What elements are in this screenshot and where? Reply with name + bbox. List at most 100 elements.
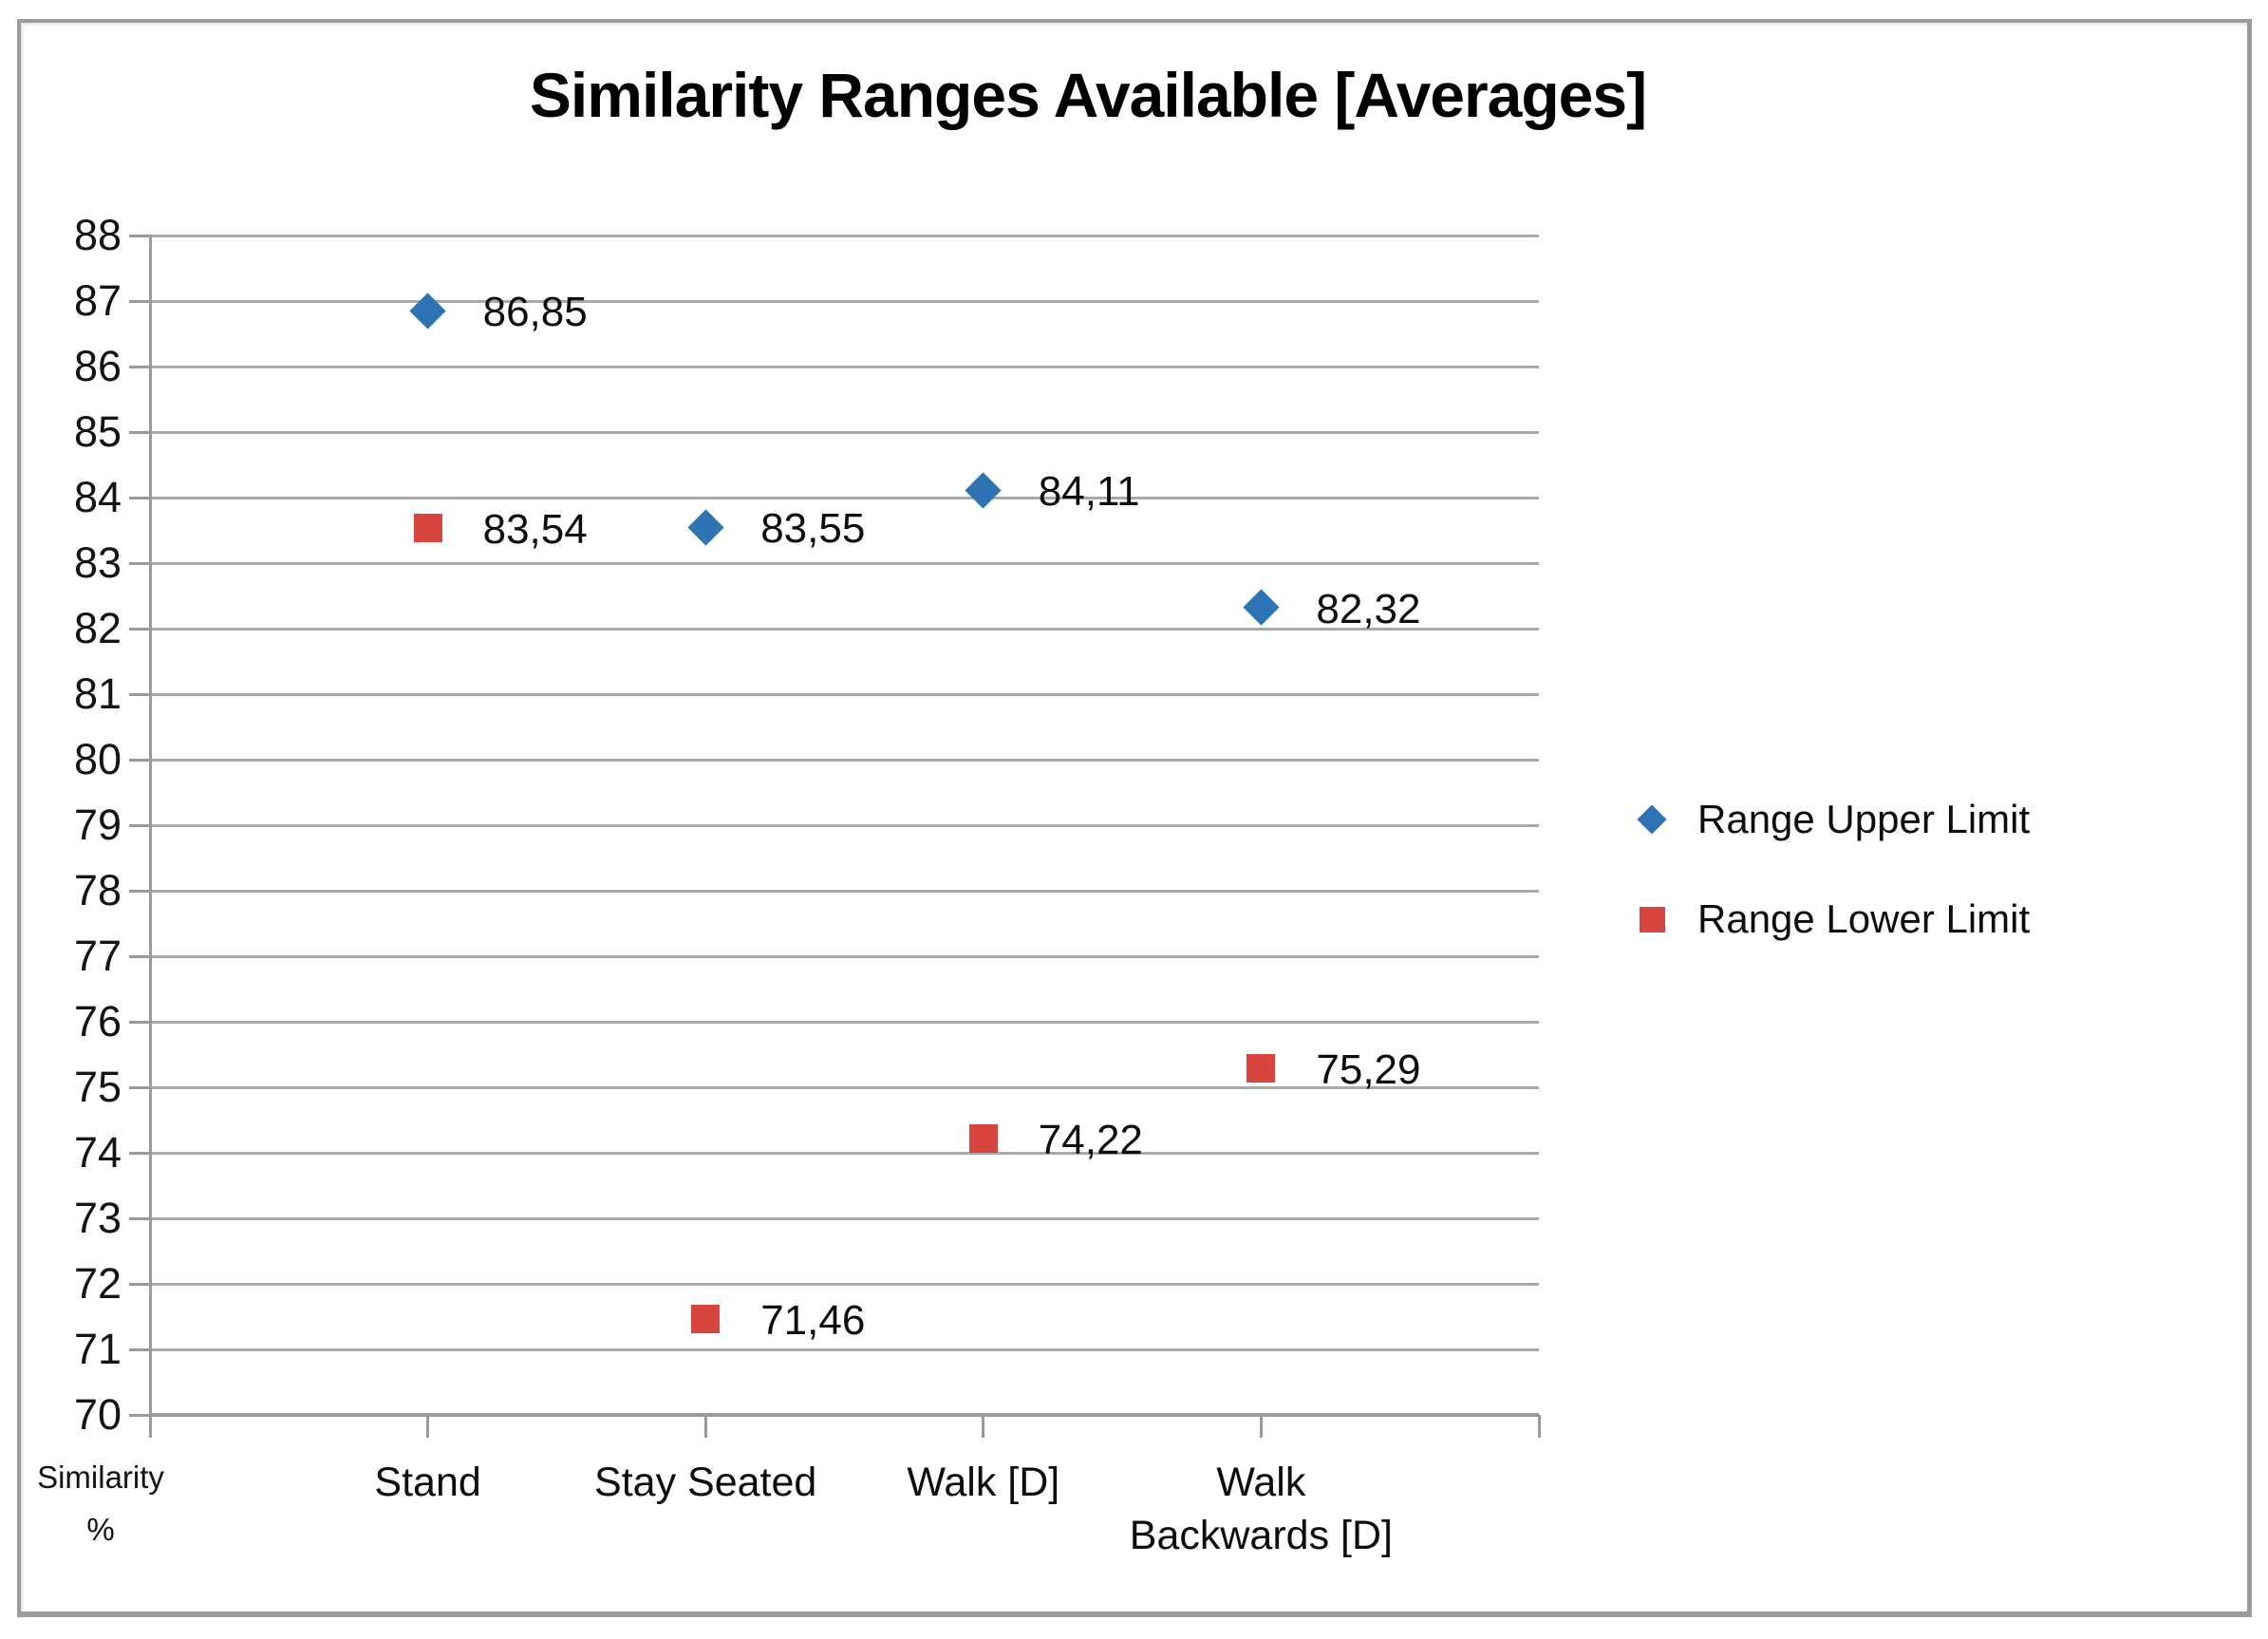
square-marker xyxy=(413,513,442,542)
y-axis-tick xyxy=(129,823,150,827)
square-marker xyxy=(691,1305,721,1334)
gridline xyxy=(150,954,1539,958)
legend-upper-marker-box xyxy=(1635,802,1669,837)
y-axis-tick xyxy=(129,1216,150,1220)
y-tick-label: 85 xyxy=(73,407,122,456)
gridline xyxy=(150,1151,1539,1155)
gridline xyxy=(150,1347,1539,1351)
y-tick-label: 86 xyxy=(73,342,122,390)
y-axis-tick xyxy=(129,692,150,696)
x-category-label: Stand xyxy=(267,1456,590,1509)
legend-item-lower: Range Lower Limit xyxy=(1635,890,2030,949)
square-marker xyxy=(1246,1053,1276,1083)
gridline xyxy=(150,561,1539,565)
x-axis-tick xyxy=(1537,1415,1541,1438)
gridline xyxy=(150,692,1539,696)
gridline xyxy=(150,823,1539,827)
y-axis-tick xyxy=(129,1413,150,1417)
y-axis-tick xyxy=(129,234,150,237)
square-icon xyxy=(1639,906,1665,933)
y-axis-tick xyxy=(129,1282,150,1286)
y-tick-label: 70 xyxy=(73,1390,122,1439)
y-axis-tick xyxy=(129,1347,150,1351)
data-point-label: 84,11 xyxy=(1038,468,1140,516)
x-axis-tick xyxy=(982,1415,985,1438)
y-tick-label: 80 xyxy=(73,735,122,783)
y-axis-tick xyxy=(129,299,150,303)
data-point-label: 83,55 xyxy=(760,505,866,553)
y-axis-tick xyxy=(129,496,150,499)
gridline xyxy=(150,1020,1539,1024)
y-tick-label: 78 xyxy=(73,866,122,914)
x-category-label-line: Walk xyxy=(1216,1460,1306,1505)
gridline xyxy=(150,627,1539,631)
diamond-marker xyxy=(409,292,446,330)
x-axis-tick xyxy=(703,1415,707,1438)
y-axis-tick xyxy=(129,954,150,958)
y-axis-tick xyxy=(129,889,150,893)
chart-title: Similarity Ranges Available [Averages] xyxy=(529,60,1647,130)
y-tick-label: 82 xyxy=(73,604,122,652)
y-axis-title: Similarity % xyxy=(15,1451,186,1555)
y-tick-label: 83 xyxy=(73,538,122,587)
x-category-label: Walk [D] xyxy=(822,1456,1145,1509)
legend-lower-marker-box xyxy=(1635,902,1669,936)
x-category-label-line: Walk [D] xyxy=(907,1460,1060,1505)
gridline xyxy=(150,1282,1539,1286)
x-axis-tick xyxy=(426,1415,430,1438)
y-tick-label: 84 xyxy=(73,473,122,521)
x-axis-line xyxy=(150,1413,1539,1417)
square-marker xyxy=(968,1123,998,1153)
gridline xyxy=(150,1085,1539,1089)
y-tick-label: 77 xyxy=(73,932,122,980)
data-point-label: 75,29 xyxy=(1316,1046,1421,1093)
gridline xyxy=(150,430,1539,434)
y-tick-label: 87 xyxy=(73,276,122,325)
gridline xyxy=(150,299,1539,303)
gridline xyxy=(150,496,1539,499)
gridline xyxy=(150,365,1539,368)
y-tick-label: 88 xyxy=(73,211,122,259)
y-axis-tick xyxy=(129,1085,150,1089)
y-tick-label: 81 xyxy=(73,669,122,718)
x-category-label-line: Backwards [D] xyxy=(1129,1513,1393,1558)
y-tick-label: 74 xyxy=(73,1128,122,1177)
diamond-icon xyxy=(1637,804,1667,835)
y-tick-label: 73 xyxy=(73,1194,122,1242)
x-axis-tick xyxy=(1259,1415,1263,1438)
y-axis-tick xyxy=(129,561,150,565)
data-point-label: 83,54 xyxy=(482,505,588,553)
x-category-label-line: Stay Seated xyxy=(594,1460,817,1505)
chart-frame-border xyxy=(17,19,2252,1617)
y-tick-label: 71 xyxy=(73,1325,122,1373)
x-axis-tick xyxy=(148,1415,152,1438)
diamond-marker xyxy=(1243,589,1280,626)
gridline xyxy=(150,889,1539,893)
diamond-marker xyxy=(965,472,1002,509)
legend-label-lower: Range Lower Limit xyxy=(1697,896,2031,941)
y-axis-title-line1: Similarity xyxy=(37,1460,164,1495)
diamond-marker xyxy=(687,508,724,546)
x-category-label: Walk Backwards [D] xyxy=(1099,1456,1422,1562)
y-axis-tick xyxy=(129,365,150,368)
y-axis-tick xyxy=(129,1020,150,1024)
y-axis-tick xyxy=(129,758,150,762)
y-tick-label: 79 xyxy=(73,801,122,849)
gridline xyxy=(150,758,1539,762)
y-axis-tick xyxy=(129,1151,150,1155)
data-point-label: 82,32 xyxy=(1316,585,1421,632)
data-point-label: 71,46 xyxy=(760,1297,866,1345)
y-axis-title-line2: % xyxy=(86,1512,115,1547)
y-tick-label: 75 xyxy=(73,1063,122,1111)
data-point-label: 74,22 xyxy=(1038,1116,1143,1163)
y-axis-tick xyxy=(129,430,150,434)
x-category-label-line: Stand xyxy=(374,1460,481,1505)
x-category-label: Stay Seated xyxy=(544,1456,867,1509)
data-point-label: 86,85 xyxy=(482,289,588,336)
y-tick-label: 76 xyxy=(73,997,122,1046)
y-tick-label: 72 xyxy=(73,1259,122,1308)
y-axis-line xyxy=(148,235,152,1417)
y-axis-tick xyxy=(129,627,150,631)
legend-item-upper: Range Upper Limit xyxy=(1635,790,2030,849)
